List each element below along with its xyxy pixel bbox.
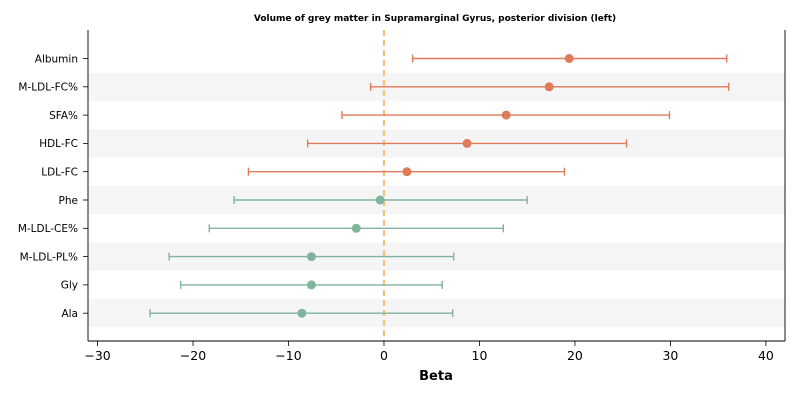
estimate-point [564, 54, 574, 63]
y-tick-label: M-LDL-FC% [18, 82, 78, 94]
x-tick-label: −30 [84, 348, 110, 363]
estimate-point [375, 195, 385, 205]
y-tick-label: Ala [61, 308, 78, 320]
y-tick-label: Phe [59, 195, 78, 207]
y-tick-label: HDL-FC [39, 138, 78, 150]
x-axis-label: Beta [419, 369, 453, 384]
y-tick-label: SFA% [49, 110, 78, 122]
estimate-point [306, 280, 316, 290]
x-tick-label: 10 [472, 348, 488, 363]
y-tick-label: Gly [61, 280, 78, 292]
axes: Albumin M-LDL-FC% SFA% HDL-FC LDL-FC Phe M-LDL… [18, 30, 786, 363]
x-tick-label: 0 [380, 348, 388, 363]
x-tick-label: −20 [180, 348, 206, 363]
estimate-point [297, 308, 307, 318]
estimates [149, 54, 730, 318]
y-tick-label: LDL-FC [41, 167, 78, 179]
y-tick-label: M-LDL-PL% [20, 251, 78, 263]
chart-title: Volume of grey matter in Supramarginal G… [254, 14, 616, 24]
estimate-point [402, 167, 412, 177]
x-tick-label: −10 [275, 348, 301, 363]
estimate-point [501, 110, 511, 120]
estimate-point [544, 82, 554, 92]
x-tick-label: 30 [662, 348, 678, 363]
estimate-point [462, 138, 472, 148]
estimate-point [306, 252, 316, 262]
y-tick-label: M-LDL-CE% [18, 223, 78, 235]
x-tick-label: 40 [758, 348, 774, 363]
y-tick-label: Albumin [35, 53, 78, 65]
x-tick-label: 20 [567, 348, 583, 363]
estimate-point [351, 223, 361, 233]
